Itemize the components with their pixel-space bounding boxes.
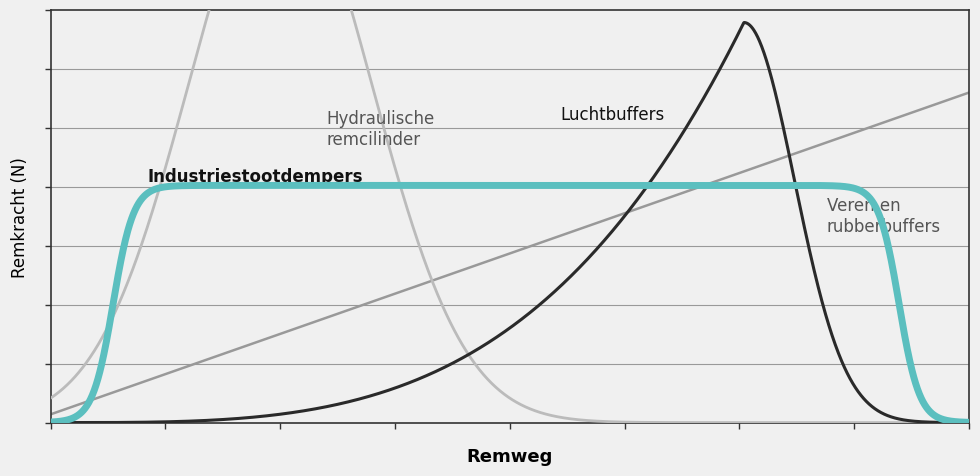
Text: Hydraulische
remcilinder: Hydraulische remcilinder xyxy=(326,110,434,149)
Text: Veren en
rubberbuffers: Veren en rubberbuffers xyxy=(826,196,941,235)
Text: Luchtbuffers: Luchtbuffers xyxy=(561,106,664,124)
Y-axis label: Remkracht (N): Remkracht (N) xyxy=(11,157,29,277)
Text: Industriestootdempers: Industriestootdempers xyxy=(147,168,363,186)
X-axis label: Remweg: Remweg xyxy=(466,447,553,465)
